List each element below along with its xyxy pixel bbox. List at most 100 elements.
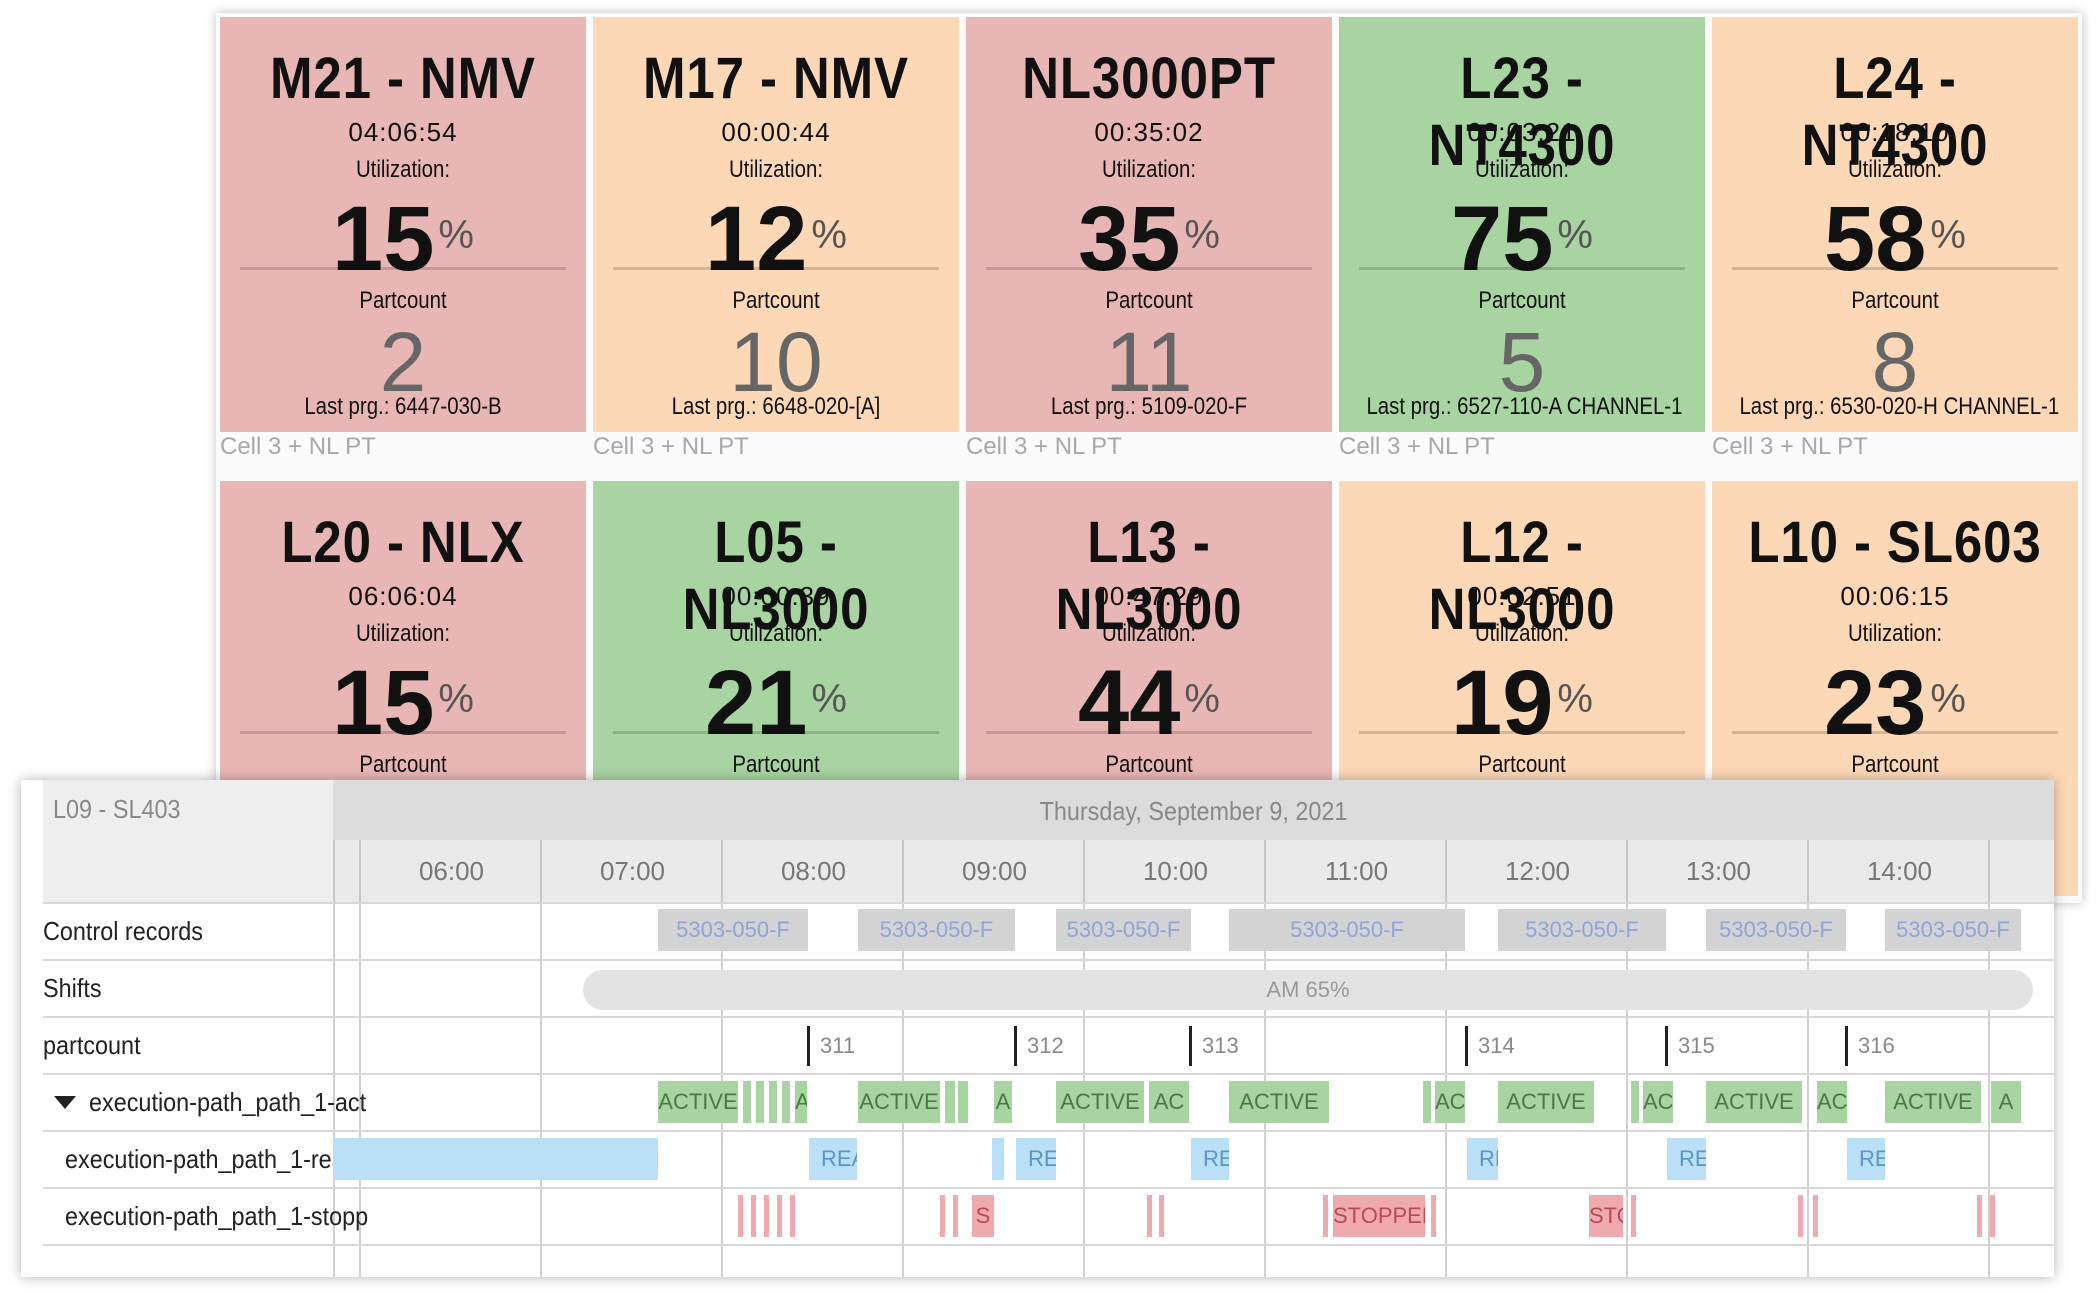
active-segment[interactable] [769,1081,777,1123]
machine-tile[interactable]: M17 - NMV 00:00:44 Utilization: 12% Part… [593,17,959,432]
machine-timer: 00:06:15 [1840,581,1950,611]
divider [986,267,1312,270]
row-label-active[interactable]: execution-path_path_1-act [89,1087,367,1117]
row-label-ready: execution-path_path_1-ready [65,1144,370,1174]
stopped-segment[interactable]: STOPPED [1333,1195,1425,1237]
hour-cell[interactable]: 09:00 [902,840,1085,902]
active-segment[interactable]: ACTIVE [1229,1081,1329,1123]
machine-tile[interactable]: L24 - NT4300 00:18:10 Utilization: 58% P… [1712,17,2078,432]
active-segment[interactable]: ACTIVE [1056,1081,1144,1123]
machine-timer: 00:02:51 [1467,581,1577,611]
partcount-label: Partcount [1105,287,1193,314]
shift-bar[interactable]: AM 65% [583,970,2033,1010]
active-segment[interactable]: AC [1817,1081,1847,1123]
stopped-segment[interactable] [1813,1195,1818,1237]
stopped-segment[interactable] [1159,1195,1164,1237]
machine-tile[interactable]: L23 - NT4300 00:03:21 Utilization: 75% P… [1339,17,1705,432]
active-segment[interactable]: A [795,1081,807,1123]
active-segment[interactable] [1631,1081,1639,1123]
active-segment[interactable] [1423,1081,1431,1123]
stopped-segment[interactable] [738,1195,743,1237]
percent-sign: % [438,677,474,721]
active-segment[interactable]: AC [1643,1081,1673,1123]
row-separator [43,902,2054,904]
machine-tile[interactable]: NL3000PT 00:35:02 Utilization: 35% Partc… [966,17,1332,432]
hour-cell[interactable]: 12:00 [1445,840,1628,902]
active-segment[interactable] [756,1081,764,1123]
hour-cell[interactable] [1988,840,2054,902]
machine-tile[interactable]: M21 - NMV 04:06:54 Utilization: 15% Part… [220,17,586,432]
stopped-segment[interactable] [777,1195,782,1237]
active-segment[interactable] [958,1081,968,1123]
control-record-bar[interactable]: 5303-050-F [1885,909,2021,951]
row-separator [43,1244,2054,1246]
stopped-segment[interactable] [790,1195,795,1237]
active-segment[interactable] [945,1081,955,1123]
hour-cell[interactable]: 06:00 [359,840,542,902]
utilization-label: Utilization: [355,620,451,647]
utilization-label: Utilization: [728,156,824,183]
ready-segment[interactable]: REA [1191,1138,1229,1180]
hour-cell[interactable]: 13:00 [1626,840,1809,902]
stopped-segment[interactable] [1431,1195,1436,1237]
control-record-bar[interactable]: 5303-050-F [1498,909,1666,951]
active-segment[interactable]: A [1991,1081,2021,1123]
ready-segment[interactable]: RE [1467,1138,1498,1180]
active-segment[interactable]: ACTIVE [1885,1081,1981,1123]
stopped-segment[interactable] [940,1195,945,1237]
control-record-bar[interactable]: 5303-050-F [1229,909,1465,951]
ready-segment[interactable]: REA [1667,1138,1706,1180]
partcount-tick [1189,1026,1192,1066]
control-record-bar[interactable]: 5303-050-F [1706,909,1846,951]
stopped-segment[interactable]: STO [1589,1195,1623,1237]
hour-cell[interactable]: 14:00 [1807,840,1990,902]
active-segment[interactable]: AC [1435,1081,1465,1123]
hour-cell[interactable]: 08:00 [721,840,904,902]
control-record-bar[interactable]: 5303-050-F [1056,909,1191,951]
machine-timer: 06:06:04 [348,581,458,611]
timeline-date-header: Thursday, September 9, 2021 [333,780,2054,841]
active-segment[interactable]: ACTIVE [858,1081,940,1123]
stopped-segment[interactable] [953,1195,958,1237]
active-segment[interactable] [743,1081,751,1123]
partcount-label: Partcount [1478,751,1566,778]
hour-cell[interactable]: 10:00 [1083,840,1266,902]
ready-segment[interactable]: REA [1016,1138,1056,1180]
stopped-segment[interactable] [1323,1195,1328,1237]
active-segment[interactable]: ACTIVE [1706,1081,1802,1123]
partcount-label: 314 [1478,1033,1515,1058]
stopped-segment[interactable] [764,1195,769,1237]
divider [1359,267,1685,270]
row-separator [43,1073,2054,1075]
hour-cell[interactable]: 11:00 [1264,840,1447,902]
active-segment[interactable]: A [994,1081,1012,1123]
machine-timer: 00:00:39 [721,581,831,611]
cell-label: Cell 3 + NL PT [1339,433,1495,460]
machine-name: L10 - SL603 [1748,510,2042,575]
row-separator [43,1016,2054,1018]
ready-segment[interactable] [333,1138,658,1180]
control-record-bar[interactable]: 5303-050-F [858,909,1015,951]
stopped-segment[interactable] [1798,1195,1803,1237]
utilization-label: Utilization: [1101,156,1197,183]
stopped-segment[interactable] [751,1195,756,1237]
machine-timer: 00:47:29 [1094,581,1204,611]
ready-segment[interactable] [992,1138,1004,1180]
ready-segment[interactable]: REA [809,1138,857,1180]
stopped-segment[interactable] [1977,1195,1982,1237]
utilization-value: 35% [1078,188,1220,290]
partcount-label: Partcount [1105,751,1193,778]
stopped-segment[interactable] [1631,1195,1636,1237]
active-segment[interactable]: ACTIVE [1498,1081,1594,1123]
hour-cell[interactable] [333,840,361,902]
stopped-segment[interactable] [1990,1195,1995,1237]
collapse-chevron-icon[interactable] [54,1096,76,1109]
active-segment[interactable] [782,1081,790,1123]
control-record-bar[interactable]: 5303-050-F [658,909,808,951]
ready-segment[interactable]: REA [1847,1138,1885,1180]
active-segment[interactable]: AC [1149,1081,1189,1123]
stopped-segment[interactable] [1147,1195,1152,1237]
stopped-segment[interactable]: S [972,1195,994,1237]
hour-cell[interactable]: 07:00 [540,840,723,902]
active-segment[interactable]: ACTIVE [658,1081,738,1123]
